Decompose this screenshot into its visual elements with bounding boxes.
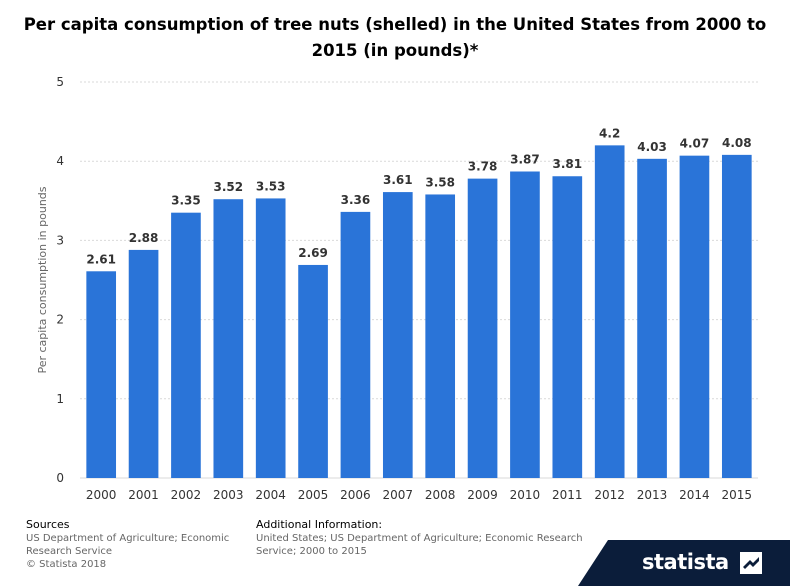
data-label: 4.08	[722, 136, 752, 150]
data-label: 3.81	[553, 157, 583, 171]
bar-2004[interactable]	[255, 198, 286, 478]
chart-title: Per capita consumption of tree nuts (she…	[23, 15, 767, 60]
x-tick-label: 2013	[637, 488, 668, 502]
data-label: 2.61	[86, 252, 116, 266]
x-tick-label: 2001	[128, 488, 159, 502]
y-axis-label: Per capita consumption in pounds	[36, 186, 49, 373]
data-label: 3.58	[425, 175, 455, 189]
bar-2001[interactable]	[128, 249, 159, 478]
x-axis-ticks: 2000 2001 2002 2003 2004 2005 2006 2007 2008 2009…	[86, 488, 752, 502]
bar-2012[interactable]	[594, 145, 625, 479]
bar-2002[interactable]	[171, 212, 201, 478]
x-tick-label: 2002	[171, 488, 202, 502]
statista-logo-icon	[740, 552, 762, 574]
y-tick-label: 0	[56, 471, 64, 485]
x-tick-label: 2009	[467, 488, 498, 502]
bar-2009[interactable]	[467, 178, 498, 478]
bars	[86, 145, 752, 479]
bar-2003[interactable]	[213, 199, 244, 478]
data-label: 4.03	[637, 140, 667, 154]
bar-2007[interactable]	[382, 192, 413, 478]
bar-2013[interactable]	[637, 158, 667, 478]
data-label: 3.87	[510, 152, 540, 166]
x-tick-label: 2003	[213, 488, 244, 502]
x-tick-label: 2015	[722, 488, 753, 502]
x-tick-label: 2010	[510, 488, 541, 502]
data-label: 4.2	[599, 126, 620, 140]
bar-2015[interactable]	[721, 154, 752, 478]
data-label: 2.88	[129, 231, 159, 245]
additional-info-heading: Additional Information:	[256, 518, 383, 531]
y-tick-label: 5	[56, 75, 64, 89]
y-axis-ticks: 0 1 2 3 4 5	[56, 75, 64, 485]
y-tick-label: 3	[56, 233, 64, 247]
x-tick-label: 2012	[594, 488, 625, 502]
sources-text: US Department of Agriculture; Economic R…	[26, 533, 230, 557]
bar-2011[interactable]	[552, 176, 583, 479]
bar-2006[interactable]	[340, 211, 371, 478]
x-tick-label: 2004	[255, 488, 286, 502]
x-tick-label: 2006	[340, 488, 371, 502]
statista-logo[interactable]: statista	[578, 540, 790, 586]
bar-2000[interactable]	[86, 271, 117, 478]
additional-info-block: Additional Information: United States; U…	[256, 518, 586, 558]
y-tick-label: 4	[56, 154, 64, 168]
sources-block: Sources US Department of Agriculture; Ec…	[26, 518, 246, 571]
x-tick-label: 2000	[86, 488, 117, 502]
copyright-text: © Statista 2018	[26, 559, 107, 570]
x-tick-label: 2005	[298, 488, 329, 502]
bar-2008[interactable]	[425, 194, 456, 479]
x-tick-label: 2014	[679, 488, 710, 502]
data-label: 3.35	[171, 194, 201, 208]
data-labels: 2.61 2.88 3.35 3.52 3.53 2.69 3.36 3.61 3.58 3.78…	[86, 126, 751, 266]
y-tick-label: 2	[56, 313, 64, 327]
x-tick-label: 2011	[552, 488, 583, 502]
data-label: 3.78	[468, 160, 498, 174]
x-tick-label: 2008	[425, 488, 456, 502]
statista-wordmark: statista	[642, 550, 729, 574]
bar-2005[interactable]	[298, 264, 328, 478]
bar-2010[interactable]	[510, 171, 540, 478]
data-label: 3.53	[256, 179, 286, 193]
bar-2014[interactable]	[679, 155, 710, 478]
data-label: 4.07	[680, 137, 710, 151]
data-label: 3.61	[383, 173, 413, 187]
data-label: 3.36	[341, 193, 371, 207]
additional-info-text: United States; US Department of Agricult…	[256, 533, 583, 557]
x-tick-label: 2007	[383, 488, 414, 502]
data-label: 2.69	[298, 246, 328, 260]
sources-heading: Sources	[26, 518, 70, 531]
y-tick-label: 1	[56, 392, 64, 406]
data-label: 3.52	[214, 180, 244, 194]
